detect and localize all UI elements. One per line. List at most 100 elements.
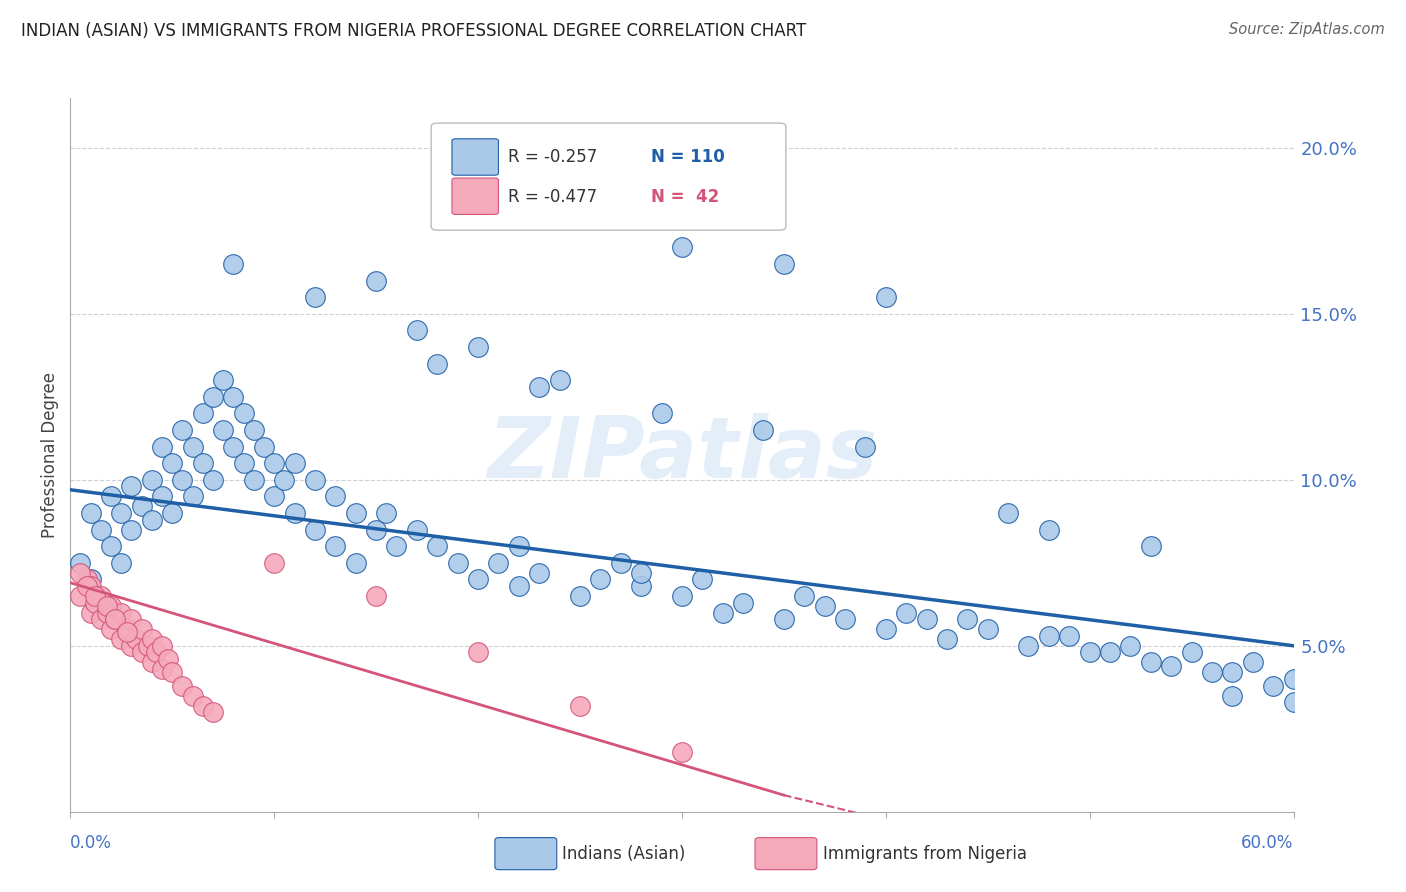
- Point: [83, 589, 105, 603]
- FancyBboxPatch shape: [432, 123, 786, 230]
- Point: [150, 490, 173, 504]
- Point: [1222, 665, 1244, 680]
- Point: [1201, 665, 1223, 680]
- Point: [508, 579, 530, 593]
- Point: [671, 240, 693, 254]
- Text: Source: ZipAtlas.com: Source: ZipAtlas.com: [1229, 22, 1385, 37]
- Point: [956, 612, 979, 626]
- Point: [131, 645, 153, 659]
- Point: [76, 573, 98, 587]
- Point: [325, 490, 347, 504]
- Point: [1099, 645, 1122, 659]
- Point: [117, 625, 139, 640]
- Point: [875, 622, 897, 636]
- Point: [100, 490, 122, 504]
- Point: [855, 440, 877, 454]
- Point: [650, 406, 673, 420]
- Point: [100, 539, 122, 553]
- Point: [671, 589, 693, 603]
- Point: [773, 612, 796, 626]
- Point: [232, 456, 254, 470]
- Point: [69, 589, 91, 603]
- Point: [529, 566, 551, 580]
- Y-axis label: Professional Degree: Professional Degree: [41, 372, 59, 538]
- Point: [467, 340, 489, 354]
- Point: [834, 612, 856, 626]
- Point: [110, 606, 132, 620]
- Point: [1119, 639, 1142, 653]
- Point: [263, 490, 285, 504]
- Point: [936, 632, 959, 647]
- Point: [191, 698, 214, 713]
- Point: [426, 539, 449, 553]
- Point: [104, 612, 127, 626]
- Point: [110, 632, 132, 647]
- Point: [875, 290, 897, 304]
- Point: [100, 622, 122, 636]
- Point: [1160, 658, 1182, 673]
- Point: [181, 440, 204, 454]
- Point: [773, 257, 796, 271]
- Point: [222, 257, 245, 271]
- Point: [124, 632, 146, 647]
- Point: [69, 556, 91, 570]
- Point: [141, 513, 163, 527]
- Point: [447, 556, 470, 570]
- Point: [752, 423, 775, 437]
- Point: [253, 440, 276, 454]
- Point: [202, 705, 225, 719]
- Point: [529, 380, 551, 394]
- Point: [83, 596, 105, 610]
- Point: [375, 506, 398, 520]
- Point: [150, 662, 173, 676]
- Point: [997, 506, 1019, 520]
- Point: [263, 456, 285, 470]
- Text: Indians (Asian): Indians (Asian): [562, 845, 686, 863]
- Point: [172, 423, 194, 437]
- Point: [1059, 629, 1081, 643]
- Point: [121, 612, 143, 626]
- Point: [406, 323, 429, 337]
- Point: [172, 473, 194, 487]
- Point: [589, 573, 612, 587]
- Point: [284, 506, 307, 520]
- Point: [157, 652, 180, 666]
- Point: [212, 423, 235, 437]
- Point: [284, 456, 307, 470]
- Point: [344, 506, 367, 520]
- Point: [263, 556, 285, 570]
- Point: [385, 539, 408, 553]
- Point: [79, 573, 103, 587]
- Point: [181, 689, 204, 703]
- Point: [569, 589, 592, 603]
- Point: [150, 440, 173, 454]
- Text: 0.0%: 0.0%: [70, 834, 112, 852]
- Text: N = 110: N = 110: [651, 148, 725, 166]
- Point: [488, 556, 510, 570]
- Point: [191, 406, 214, 420]
- Point: [79, 506, 103, 520]
- Point: [150, 639, 173, 653]
- Point: [344, 556, 367, 570]
- Point: [110, 506, 132, 520]
- Point: [162, 665, 183, 680]
- Point: [121, 523, 143, 537]
- Point: [1140, 656, 1163, 670]
- Point: [90, 589, 112, 603]
- Point: [273, 473, 295, 487]
- Point: [1038, 629, 1060, 643]
- Point: [366, 589, 388, 603]
- Point: [671, 745, 693, 759]
- Point: [814, 599, 837, 613]
- Point: [141, 656, 163, 670]
- Point: [610, 556, 633, 570]
- Point: [915, 612, 938, 626]
- Point: [104, 612, 127, 626]
- Point: [1241, 656, 1264, 670]
- Point: [406, 523, 429, 537]
- Point: [366, 274, 388, 288]
- Point: [711, 606, 734, 620]
- Text: Immigrants from Nigeria: Immigrants from Nigeria: [823, 845, 1026, 863]
- Point: [1282, 672, 1305, 686]
- FancyBboxPatch shape: [451, 139, 499, 175]
